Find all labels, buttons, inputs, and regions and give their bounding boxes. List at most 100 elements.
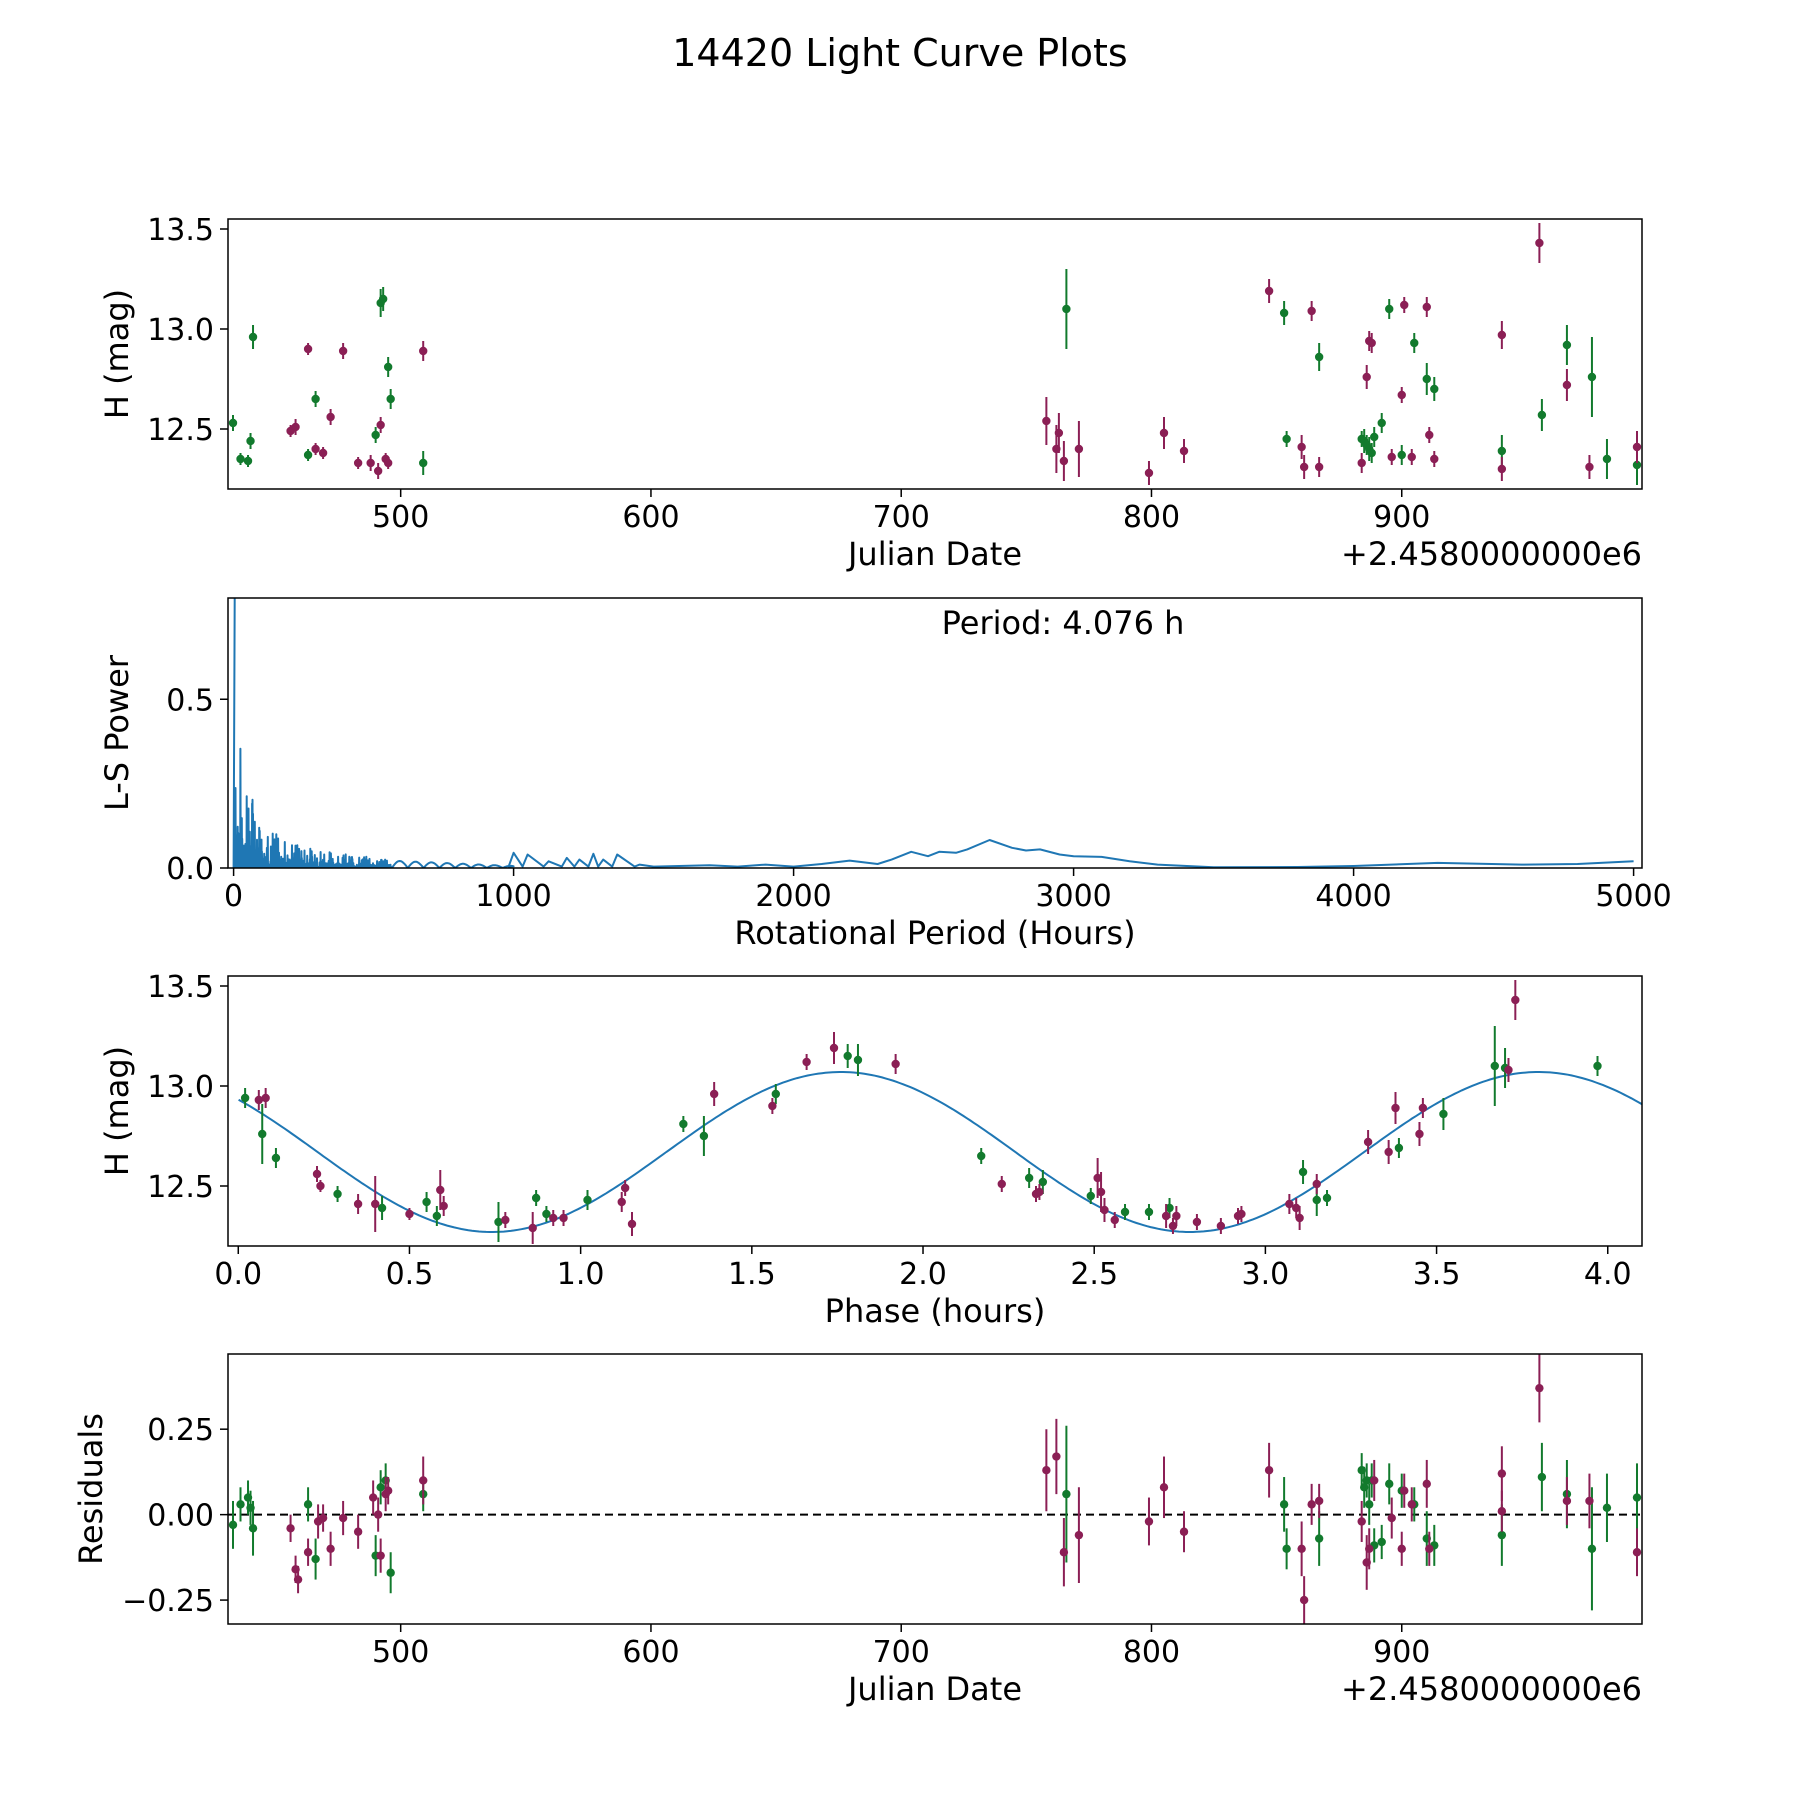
data-point — [699, 1131, 709, 1141]
y-tick-label: 13.0 — [147, 1070, 214, 1105]
y-tick-label: 0.25 — [147, 1413, 214, 1448]
data-point — [405, 1209, 414, 1219]
data-point — [1367, 448, 1376, 458]
data-point — [997, 1179, 1006, 1189]
lightcurve-plot-area — [228, 223, 1642, 485]
lightcurve-ylabel: H (mag) — [98, 289, 136, 419]
x-tick-label: 3000 — [1035, 879, 1111, 914]
data-point — [1086, 1191, 1095, 1201]
data-point — [1497, 1507, 1507, 1516]
data-point — [1042, 1466, 1051, 1475]
data-point — [236, 454, 245, 464]
series-c-filter — [228, 269, 1642, 485]
data-point — [1216, 1221, 1226, 1231]
data-point — [1407, 1500, 1416, 1509]
data-point — [1632, 442, 1642, 452]
data-point — [1535, 238, 1544, 248]
data-point — [494, 1217, 503, 1227]
data-point — [768, 1101, 777, 1111]
data-point — [1632, 460, 1642, 470]
x-tick-label: 800 — [1123, 1635, 1180, 1670]
data-point — [1054, 428, 1064, 438]
data-point — [1298, 1167, 1308, 1177]
data-point — [1377, 1537, 1386, 1547]
data-point — [386, 394, 395, 404]
y-tick-label: 0.5 — [166, 683, 214, 718]
data-point — [1159, 428, 1169, 438]
data-point — [1497, 1469, 1507, 1478]
data-point — [1282, 434, 1291, 444]
data-point — [1537, 410, 1547, 420]
data-point — [1161, 1211, 1171, 1221]
x-tick-label: 2.0 — [899, 1257, 947, 1292]
x-tick-label: 600 — [622, 1635, 679, 1670]
data-point — [1387, 1513, 1396, 1523]
data-point — [439, 1201, 448, 1211]
data-point — [377, 1203, 387, 1213]
x-tick-label: 1.0 — [557, 1257, 605, 1292]
data-point — [311, 1554, 320, 1564]
data-point — [1179, 446, 1189, 456]
period-annotation: Period: 4.076 h — [942, 604, 1185, 642]
x-tick-label: 600 — [622, 500, 679, 535]
data-point — [291, 422, 300, 432]
data-point — [1059, 456, 1069, 466]
data-point — [1497, 1530, 1507, 1540]
data-point — [353, 458, 363, 468]
data-point — [383, 1486, 393, 1495]
residuals-panel: 500 600 700 800 900 −0.25 0.00 0.25 Julian Date R… — [72, 1353, 1643, 1708]
data-point — [373, 1510, 383, 1519]
lightcurve-frame — [227, 218, 1643, 490]
data-point — [1585, 1496, 1594, 1506]
data-point — [1504, 1065, 1513, 1075]
data-point — [1430, 454, 1439, 464]
data-point — [853, 1055, 863, 1065]
data-point — [617, 1197, 626, 1207]
data-point — [1511, 995, 1520, 1005]
data-point — [1397, 390, 1406, 400]
x-tick-label: 700 — [873, 1635, 930, 1670]
data-point — [1093, 1173, 1102, 1183]
x-tick-label: 0.5 — [386, 1257, 434, 1292]
data-point — [1159, 1483, 1169, 1492]
phased-panel: 0.0 0.5 1.0 1.5 2.0 2.5 3.0 3.5 4.0 12.5 13.0 13.5 P… — [98, 970, 1643, 1330]
x-tick-label: 500 — [372, 1635, 429, 1670]
y-tick-label: 12.5 — [147, 413, 214, 448]
data-point — [843, 1051, 852, 1061]
x-tick-label: 4000 — [1315, 879, 1391, 914]
y-tick-label: −0.25 — [122, 1584, 214, 1619]
data-point — [1362, 372, 1371, 382]
periodogram-plot-area — [232, 598, 1634, 868]
phased-xlabel: Phase (hours) — [825, 1292, 1046, 1330]
data-point — [1394, 1143, 1404, 1153]
data-point — [1562, 340, 1572, 350]
data-point — [1391, 1103, 1400, 1113]
data-point — [419, 346, 428, 356]
lightcurve-xlabel: Julian Date — [846, 535, 1022, 573]
x-tick-label: 3.0 — [1242, 1257, 1290, 1292]
data-point — [316, 1181, 325, 1191]
data-point — [366, 458, 375, 468]
data-point — [1425, 430, 1434, 440]
data-point — [228, 1520, 238, 1530]
data-point — [1602, 454, 1612, 464]
data-point — [1312, 1195, 1321, 1205]
data-point — [531, 1193, 541, 1203]
phased-ylabel: H (mag) — [98, 1046, 136, 1176]
series-c-filter — [240, 1026, 1602, 1242]
periodogram-line — [232, 598, 1634, 868]
data-point — [1367, 338, 1376, 348]
data-point — [373, 466, 383, 476]
data-point — [1285, 1199, 1294, 1209]
periodogram-ylabel: L-S Power — [98, 654, 136, 811]
data-point — [271, 1153, 281, 1163]
data-point — [376, 1483, 385, 1492]
data-point — [1497, 330, 1507, 340]
data-point — [436, 1185, 445, 1195]
lightcurve-panel: 500 600 700 800 900 12.5 13.0 13.5 Julian Date H … — [98, 213, 1643, 573]
y-tick-label: 13.0 — [147, 313, 214, 348]
data-point — [1062, 304, 1071, 314]
data-point — [771, 1089, 780, 1099]
data-point — [1632, 1548, 1642, 1557]
